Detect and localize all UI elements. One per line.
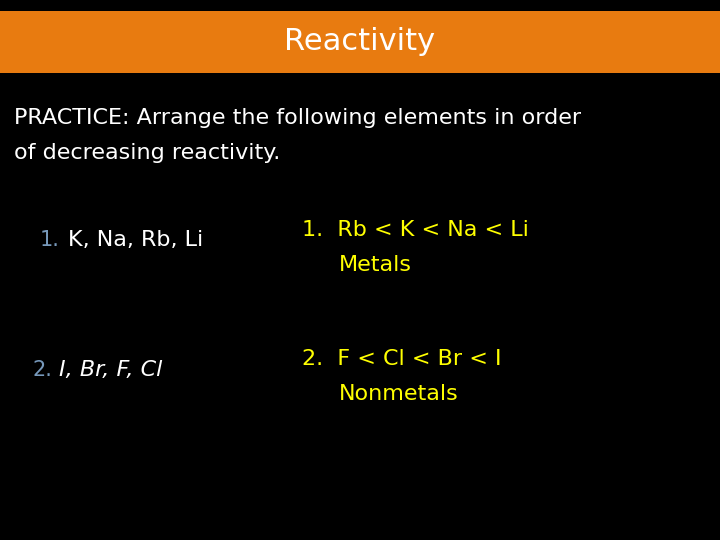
Text: 1.: 1. <box>40 230 60 251</box>
Text: 2.: 2. <box>32 360 53 380</box>
Bar <box>0 11 720 73</box>
Text: Nonmetals: Nonmetals <box>338 384 458 404</box>
Text: Reactivity: Reactivity <box>284 28 436 56</box>
Text: PRACTICE: Arrange the following elements in order: PRACTICE: Arrange the following elements… <box>14 108 582 128</box>
Text: Metals: Metals <box>338 254 411 275</box>
Text: I, Br, F, Cl: I, Br, F, Cl <box>59 360 162 380</box>
Text: 1.  Rb < K < Na < Li: 1. Rb < K < Na < Li <box>302 219 529 240</box>
Text: K, Na, Rb, Li: K, Na, Rb, Li <box>68 230 204 251</box>
Text: 2.  F < Cl < Br < I: 2. F < Cl < Br < I <box>302 349 502 369</box>
Text: of decreasing reactivity.: of decreasing reactivity. <box>14 143 281 163</box>
